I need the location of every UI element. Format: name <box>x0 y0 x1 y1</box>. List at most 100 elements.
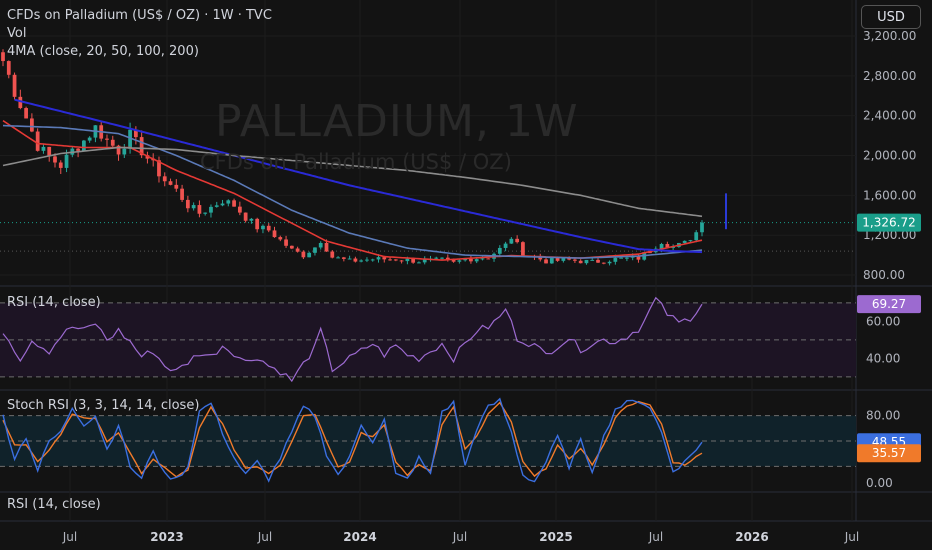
ma-indicator-label[interactable]: 4MA (close, 20, 50, 100, 200) <box>7 44 199 59</box>
candle-body <box>561 258 566 261</box>
candle-body <box>76 148 80 151</box>
candle-body <box>497 247 502 254</box>
candle-body <box>521 242 525 257</box>
candle-body <box>105 138 109 140</box>
candle-body <box>509 238 514 244</box>
x-tick-label: 2026 <box>735 530 768 544</box>
candle-body <box>191 205 196 209</box>
x-tick-label: 2024 <box>343 530 376 544</box>
rsi-pane-2-label[interactable]: RSI (14, close) <box>7 497 101 512</box>
candle-body <box>237 206 242 213</box>
candle-body <box>249 218 254 221</box>
candle-body <box>185 199 190 209</box>
candle-body <box>255 218 260 230</box>
candle-body <box>625 257 629 259</box>
candle-body <box>301 251 306 258</box>
candle-body <box>388 259 392 261</box>
candle-body <box>659 244 664 249</box>
candle-body <box>463 258 468 261</box>
candle-body <box>549 258 554 264</box>
candle-body <box>336 257 340 259</box>
moving-averages <box>2 98 727 261</box>
candle-body <box>47 146 52 157</box>
candle-body <box>209 206 213 213</box>
price-tick-label: 3,200.00 <box>863 29 916 43</box>
candle-body <box>665 244 670 248</box>
candle-body <box>469 258 473 262</box>
candle-body <box>295 248 300 252</box>
candle-body <box>157 160 161 177</box>
candle-body <box>313 247 317 253</box>
candle-body <box>359 260 364 262</box>
candle-body <box>1 52 5 62</box>
stoch-tick-label: 80.00 <box>866 409 900 423</box>
candle-body <box>682 240 687 243</box>
candle-body <box>341 257 346 259</box>
candle-body <box>573 259 577 261</box>
stoch-rsi-pane-label[interactable]: Stoch RSI (3, 3, 14, 14, close) <box>7 398 200 413</box>
watermark-name: CFDs on Palladium (US$ / OZ) <box>200 150 512 174</box>
candle-body <box>584 259 589 264</box>
candle-body <box>278 237 283 240</box>
candle-body <box>174 184 179 189</box>
candle-body <box>116 145 121 155</box>
candle-body <box>289 245 294 249</box>
candle-body <box>197 205 202 214</box>
candle-body <box>133 129 138 138</box>
ma50-line <box>2 124 703 259</box>
candle-body <box>613 257 618 262</box>
candle-body <box>578 260 583 264</box>
candle-body <box>284 239 288 246</box>
candle-body <box>30 118 34 132</box>
rsi-pane-label[interactable]: RSI (14, close) <box>7 295 101 310</box>
candle-body <box>590 259 595 261</box>
rsi-tick-label: 40.00 <box>866 351 900 365</box>
candle-body <box>596 259 600 263</box>
candle-body <box>226 200 231 204</box>
candle-body <box>324 242 329 252</box>
x-tick-label: Jul <box>648 530 663 544</box>
candle-body <box>87 137 92 141</box>
candle-body <box>417 262 421 264</box>
candle-body <box>41 146 46 151</box>
candle-body <box>648 252 652 254</box>
candle-body <box>538 256 543 260</box>
candle-body <box>445 257 450 260</box>
candle-body <box>81 140 86 151</box>
candle-body <box>422 259 427 263</box>
ma200-line <box>2 146 703 218</box>
candle-body <box>567 258 572 260</box>
candle-body <box>53 156 57 163</box>
price-tick-label: 2,400.00 <box>863 109 916 123</box>
candle-body <box>18 96 23 109</box>
rsi-value-badge-bg <box>857 295 921 314</box>
candle-body <box>243 212 248 221</box>
candle-body <box>203 212 208 214</box>
candle-body <box>515 238 520 243</box>
oscillator-lines <box>2 296 703 483</box>
rsi-tick-label: 60.00 <box>866 314 900 328</box>
candle-body <box>365 259 369 261</box>
stoch-k-line <box>2 397 703 483</box>
candle-body <box>382 257 387 260</box>
candle-body <box>307 252 312 258</box>
x-tick-label: Jul <box>844 530 859 544</box>
price-tick-label: 1,200.00 <box>863 228 916 242</box>
candle-body <box>619 257 624 259</box>
price-tick-label: 2,800.00 <box>863 69 916 83</box>
candle-body <box>370 259 375 261</box>
candle-body <box>122 148 127 155</box>
candle-body <box>6 61 11 75</box>
candle-body <box>376 257 381 260</box>
candle-body <box>399 260 404 262</box>
candle-body <box>451 259 456 262</box>
chart-title[interactable]: CFDs on Palladium (US$ / OZ) · 1W · TVC <box>7 8 272 23</box>
volume-indicator-label[interactable]: Vol <box>7 26 27 41</box>
currency-button[interactable]: USD <box>861 5 921 29</box>
price-tick-label: 800.00 <box>863 268 905 282</box>
x-tick-label: 2023 <box>150 530 183 544</box>
candle-body <box>180 188 184 200</box>
candle-body <box>457 260 462 262</box>
axes: Jul 2023 Jul 2024 Jul 2025 Jul 2026 Jul 800.00 1,2… <box>62 29 921 544</box>
